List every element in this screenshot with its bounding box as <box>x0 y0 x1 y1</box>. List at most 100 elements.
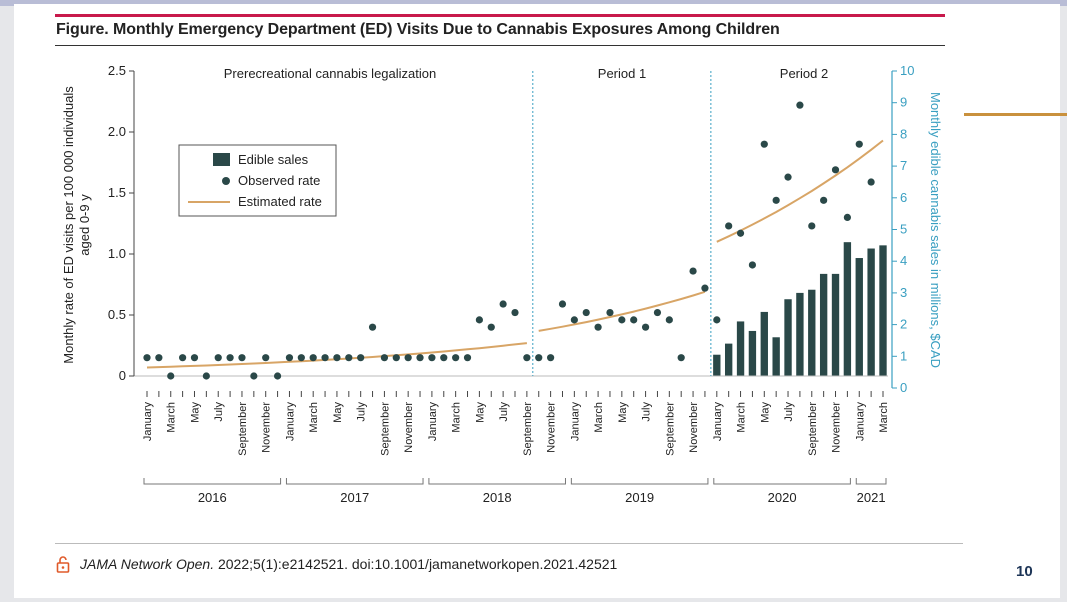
observed-rate-point <box>368 323 377 331</box>
observed-rate-point <box>618 316 626 324</box>
observed-rate-point <box>713 316 721 324</box>
right-tick-label: 4 <box>900 253 907 268</box>
observed-rate-point <box>582 308 590 317</box>
month-tick-label: July <box>641 402 653 422</box>
citation: JAMA Network Open. 2022;5(1):e2142521. d… <box>80 556 617 572</box>
observed-rate-point <box>499 300 507 308</box>
right-tick-label: 7 <box>900 158 907 173</box>
edible-sales-bar <box>713 354 721 376</box>
year-bracket <box>713 478 851 485</box>
observed-rate-point <box>831 166 840 174</box>
edible-sales-bar <box>724 343 733 376</box>
edible-sales-bar <box>808 289 816 376</box>
observed-rate-point <box>285 354 294 362</box>
edible-sales-bars <box>713 242 887 376</box>
period-label-1: Period 1 <box>598 66 646 81</box>
observed-rate-point <box>511 308 519 317</box>
month-tick-label: September <box>807 402 819 456</box>
month-tick-label: March <box>736 402 748 433</box>
month-tick-label: September <box>237 402 249 456</box>
ylabel-left-line2: aged 0-9 y <box>77 194 92 256</box>
month-tick-label: March <box>166 402 178 433</box>
edible-sales-bar <box>760 311 768 376</box>
observed-rate-point <box>143 354 151 362</box>
observed-rate-point <box>855 140 863 148</box>
edible-sales-bar <box>748 330 757 376</box>
observed-points <box>143 101 875 380</box>
observed-rate-point <box>190 354 199 362</box>
left-tick-label: 2.5 <box>108 63 126 78</box>
month-tick-label: September <box>379 402 391 456</box>
month-tick-label: March <box>878 402 890 433</box>
edible-sales-bar <box>855 258 863 376</box>
observed-rate-point <box>440 354 448 362</box>
observed-rate-point <box>796 101 804 109</box>
left-tick-label: 1.0 <box>108 246 126 261</box>
observed-rate-point <box>760 140 768 148</box>
observed-rate-point <box>452 354 460 362</box>
edible-sales-bar <box>879 245 887 376</box>
left-tick-label: 0.5 <box>108 307 126 322</box>
year-label: 2020 <box>768 490 797 505</box>
legend-edible-sales: Edible sales <box>238 152 309 167</box>
month-tick-label: November <box>831 402 843 453</box>
ylabel-left-line1: Monthly rate of ED visits per 100 000 in… <box>61 86 76 364</box>
month-tick-label: January <box>712 402 724 442</box>
title-rule <box>55 14 945 17</box>
observed-rate-point <box>250 372 258 380</box>
observed-rate-point <box>167 372 175 380</box>
observed-rate-point <box>309 354 317 362</box>
ylabel-right: Monthly edible cannabis sales in million… <box>928 92 943 368</box>
observed-rate-point <box>843 213 851 221</box>
figure-title: Figure. Monthly Emergency Department (ED… <box>56 21 780 38</box>
period-label-prelegalization: Prerecreational cannabis legalization <box>224 66 436 81</box>
observed-rate-point <box>606 308 614 317</box>
month-tick-label: July <box>783 402 795 422</box>
legend-box <box>178 144 337 217</box>
legend-bar-swatch <box>213 153 230 166</box>
edible-sales-bar <box>831 273 840 376</box>
month-tick-label: January <box>569 402 581 442</box>
observed-rate-point <box>594 323 602 331</box>
estimated-rate-segment <box>538 290 706 332</box>
year-label: 2019 <box>625 490 654 505</box>
observed-rate-point <box>558 300 567 308</box>
citation-details: 2022;5(1):e2142521. doi:10.1001/jamanetw… <box>214 556 618 572</box>
month-tick-label: January <box>284 402 296 442</box>
edible-sales-bar <box>867 248 875 376</box>
month-tick-label: September <box>522 402 534 456</box>
month-tick-label: May <box>332 402 344 423</box>
observed-rate-point <box>784 173 792 181</box>
legend-point-swatch <box>222 177 230 185</box>
edible-sales-bar <box>736 321 745 376</box>
month-tick-label: July <box>498 402 510 422</box>
right-tick-label: 8 <box>900 126 907 141</box>
edible-sales-bar <box>843 242 852 376</box>
observed-rate-point <box>392 354 400 362</box>
left-tick-label: 2.0 <box>108 124 126 139</box>
observed-rate-point <box>535 354 543 362</box>
observed-rate-point <box>475 316 483 324</box>
month-tick-label: November <box>688 402 700 453</box>
period-label-2: Period 2 <box>780 66 828 81</box>
observed-rate-point <box>273 372 282 380</box>
edible-sales-bar <box>819 273 828 376</box>
observed-rate-point <box>867 178 875 186</box>
observed-rate-point <box>345 354 353 362</box>
month-tick-label: September <box>664 402 676 456</box>
accent-line <box>964 113 1067 116</box>
year-label: 2021 <box>857 490 886 505</box>
observed-rate-point <box>547 354 555 362</box>
observed-rate-point <box>238 354 246 362</box>
citation-journal: JAMA Network Open. <box>80 556 215 572</box>
open-access-lock-icon <box>56 556 70 573</box>
month-tick-label: March <box>593 402 605 433</box>
right-axis-title: Monthly edible cannabis sales in million… <box>928 92 943 368</box>
month-tick-label: November <box>261 402 273 453</box>
source-rule <box>55 543 963 544</box>
legend-estimated-rate: Estimated rate <box>238 194 322 209</box>
top-strip <box>0 0 1067 6</box>
observed-rate-point <box>630 316 638 324</box>
right-tick-label: 6 <box>900 190 907 205</box>
